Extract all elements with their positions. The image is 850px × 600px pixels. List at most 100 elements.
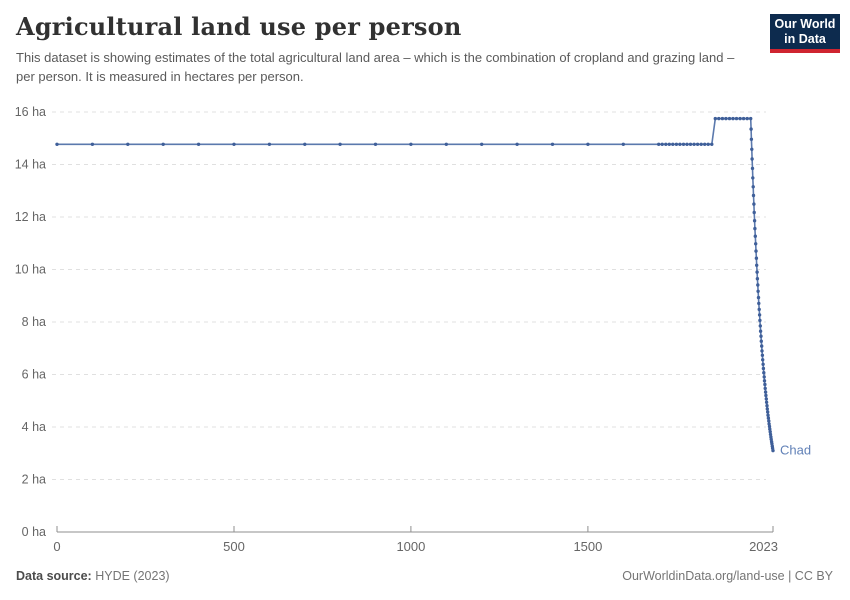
data-point	[754, 242, 758, 246]
data-point	[761, 366, 766, 371]
data-point	[758, 318, 762, 323]
data-point	[621, 142, 625, 146]
data-point	[763, 390, 768, 394]
data-point	[753, 226, 757, 231]
data-point	[749, 127, 753, 131]
y-tick-label: 10 ha	[15, 263, 46, 277]
data-point	[731, 116, 735, 121]
series-end-label[interactable]: Chad	[780, 443, 811, 458]
data-point	[757, 313, 762, 317]
data-point	[699, 142, 703, 146]
data-point	[745, 116, 749, 121]
data-point	[764, 397, 768, 401]
data-point	[657, 142, 661, 146]
y-tick-label: 8 ha	[22, 315, 46, 329]
data-point	[771, 448, 775, 453]
data-point	[734, 116, 739, 121]
series-chad[interactable]: Chad	[55, 116, 811, 458]
data-point	[752, 210, 756, 215]
data-point	[755, 263, 759, 267]
data-point	[692, 142, 696, 146]
x-tick-label: 2023	[749, 539, 778, 554]
data-point	[767, 422, 771, 426]
data-point	[664, 142, 668, 146]
data-point	[757, 307, 761, 312]
data-point	[763, 386, 767, 391]
data-point	[768, 432, 773, 437]
data-point	[303, 142, 307, 146]
data-point	[750, 166, 755, 171]
data-point	[761, 362, 765, 366]
chart-header: Agricultural land use per person This da…	[16, 12, 840, 86]
data-point	[752, 219, 757, 223]
data-point	[759, 334, 763, 338]
data-point	[767, 419, 771, 423]
owid-logo[interactable]: Our World in Data	[770, 14, 840, 53]
data-point	[706, 142, 710, 146]
data-point	[126, 142, 130, 146]
data-point	[768, 430, 772, 434]
data-point	[762, 379, 767, 383]
data-point	[515, 142, 519, 146]
data-point	[695, 142, 700, 146]
chart-footer: Data source: HYDE (2023) OurWorldinData.…	[16, 569, 833, 583]
owid-logo-line2: in Data	[784, 32, 826, 46]
data-point	[660, 142, 664, 146]
y-tick-label: 12 ha	[15, 210, 46, 224]
data-point	[762, 375, 766, 379]
owid-logo-line1: Our World	[774, 17, 836, 31]
data-point	[713, 116, 717, 121]
data-point	[768, 427, 772, 431]
x-tick-label: 1000	[396, 539, 425, 554]
data-point	[550, 142, 555, 146]
y-tick-label: 2 ha	[22, 473, 46, 487]
data-point	[671, 142, 675, 146]
data-point	[751, 193, 756, 198]
data-source-value: HYDE (2023)	[95, 569, 170, 583]
data-point	[55, 142, 59, 146]
series-line[interactable]	[57, 117, 774, 451]
data-point	[765, 407, 769, 411]
x-tick-label: 0	[53, 539, 60, 554]
data-point	[738, 116, 742, 121]
data-point	[766, 410, 770, 414]
data-point	[681, 142, 686, 146]
data-point	[750, 157, 754, 161]
data-point	[703, 142, 707, 146]
data-point	[761, 358, 765, 362]
data-point	[760, 353, 765, 357]
data-point	[444, 142, 448, 146]
attribution-link[interactable]: OurWorldinData.org/land-use | CC BY	[622, 569, 833, 583]
data-point	[764, 393, 768, 398]
data-point	[758, 324, 762, 328]
data-point	[749, 116, 753, 121]
data-point	[267, 142, 272, 146]
y-tick-label: 0 ha	[22, 525, 46, 539]
data-point	[688, 142, 693, 146]
data-point	[756, 289, 760, 293]
data-point	[751, 176, 755, 180]
data-point	[756, 295, 761, 300]
data-point	[749, 137, 754, 141]
data-point	[751, 185, 755, 189]
data-point	[586, 142, 590, 146]
data-point	[161, 142, 165, 146]
data-point	[767, 424, 772, 429]
y-tick-label: 6 ha	[22, 368, 46, 382]
data-point	[678, 142, 682, 146]
data-point	[755, 270, 759, 274]
data-point	[741, 116, 746, 121]
data-point	[757, 301, 761, 306]
data-point	[764, 400, 769, 404]
data-point	[232, 142, 236, 146]
data-point	[766, 413, 770, 417]
data-point	[338, 142, 342, 146]
data-point	[724, 116, 728, 121]
data-point	[720, 116, 725, 121]
chart-subtitle: This dataset is showing estimates of the…	[16, 50, 735, 84]
data-point	[754, 249, 758, 253]
data-point	[667, 142, 671, 146]
data-point	[196, 142, 201, 146]
y-tick-label: 4 ha	[22, 420, 46, 434]
